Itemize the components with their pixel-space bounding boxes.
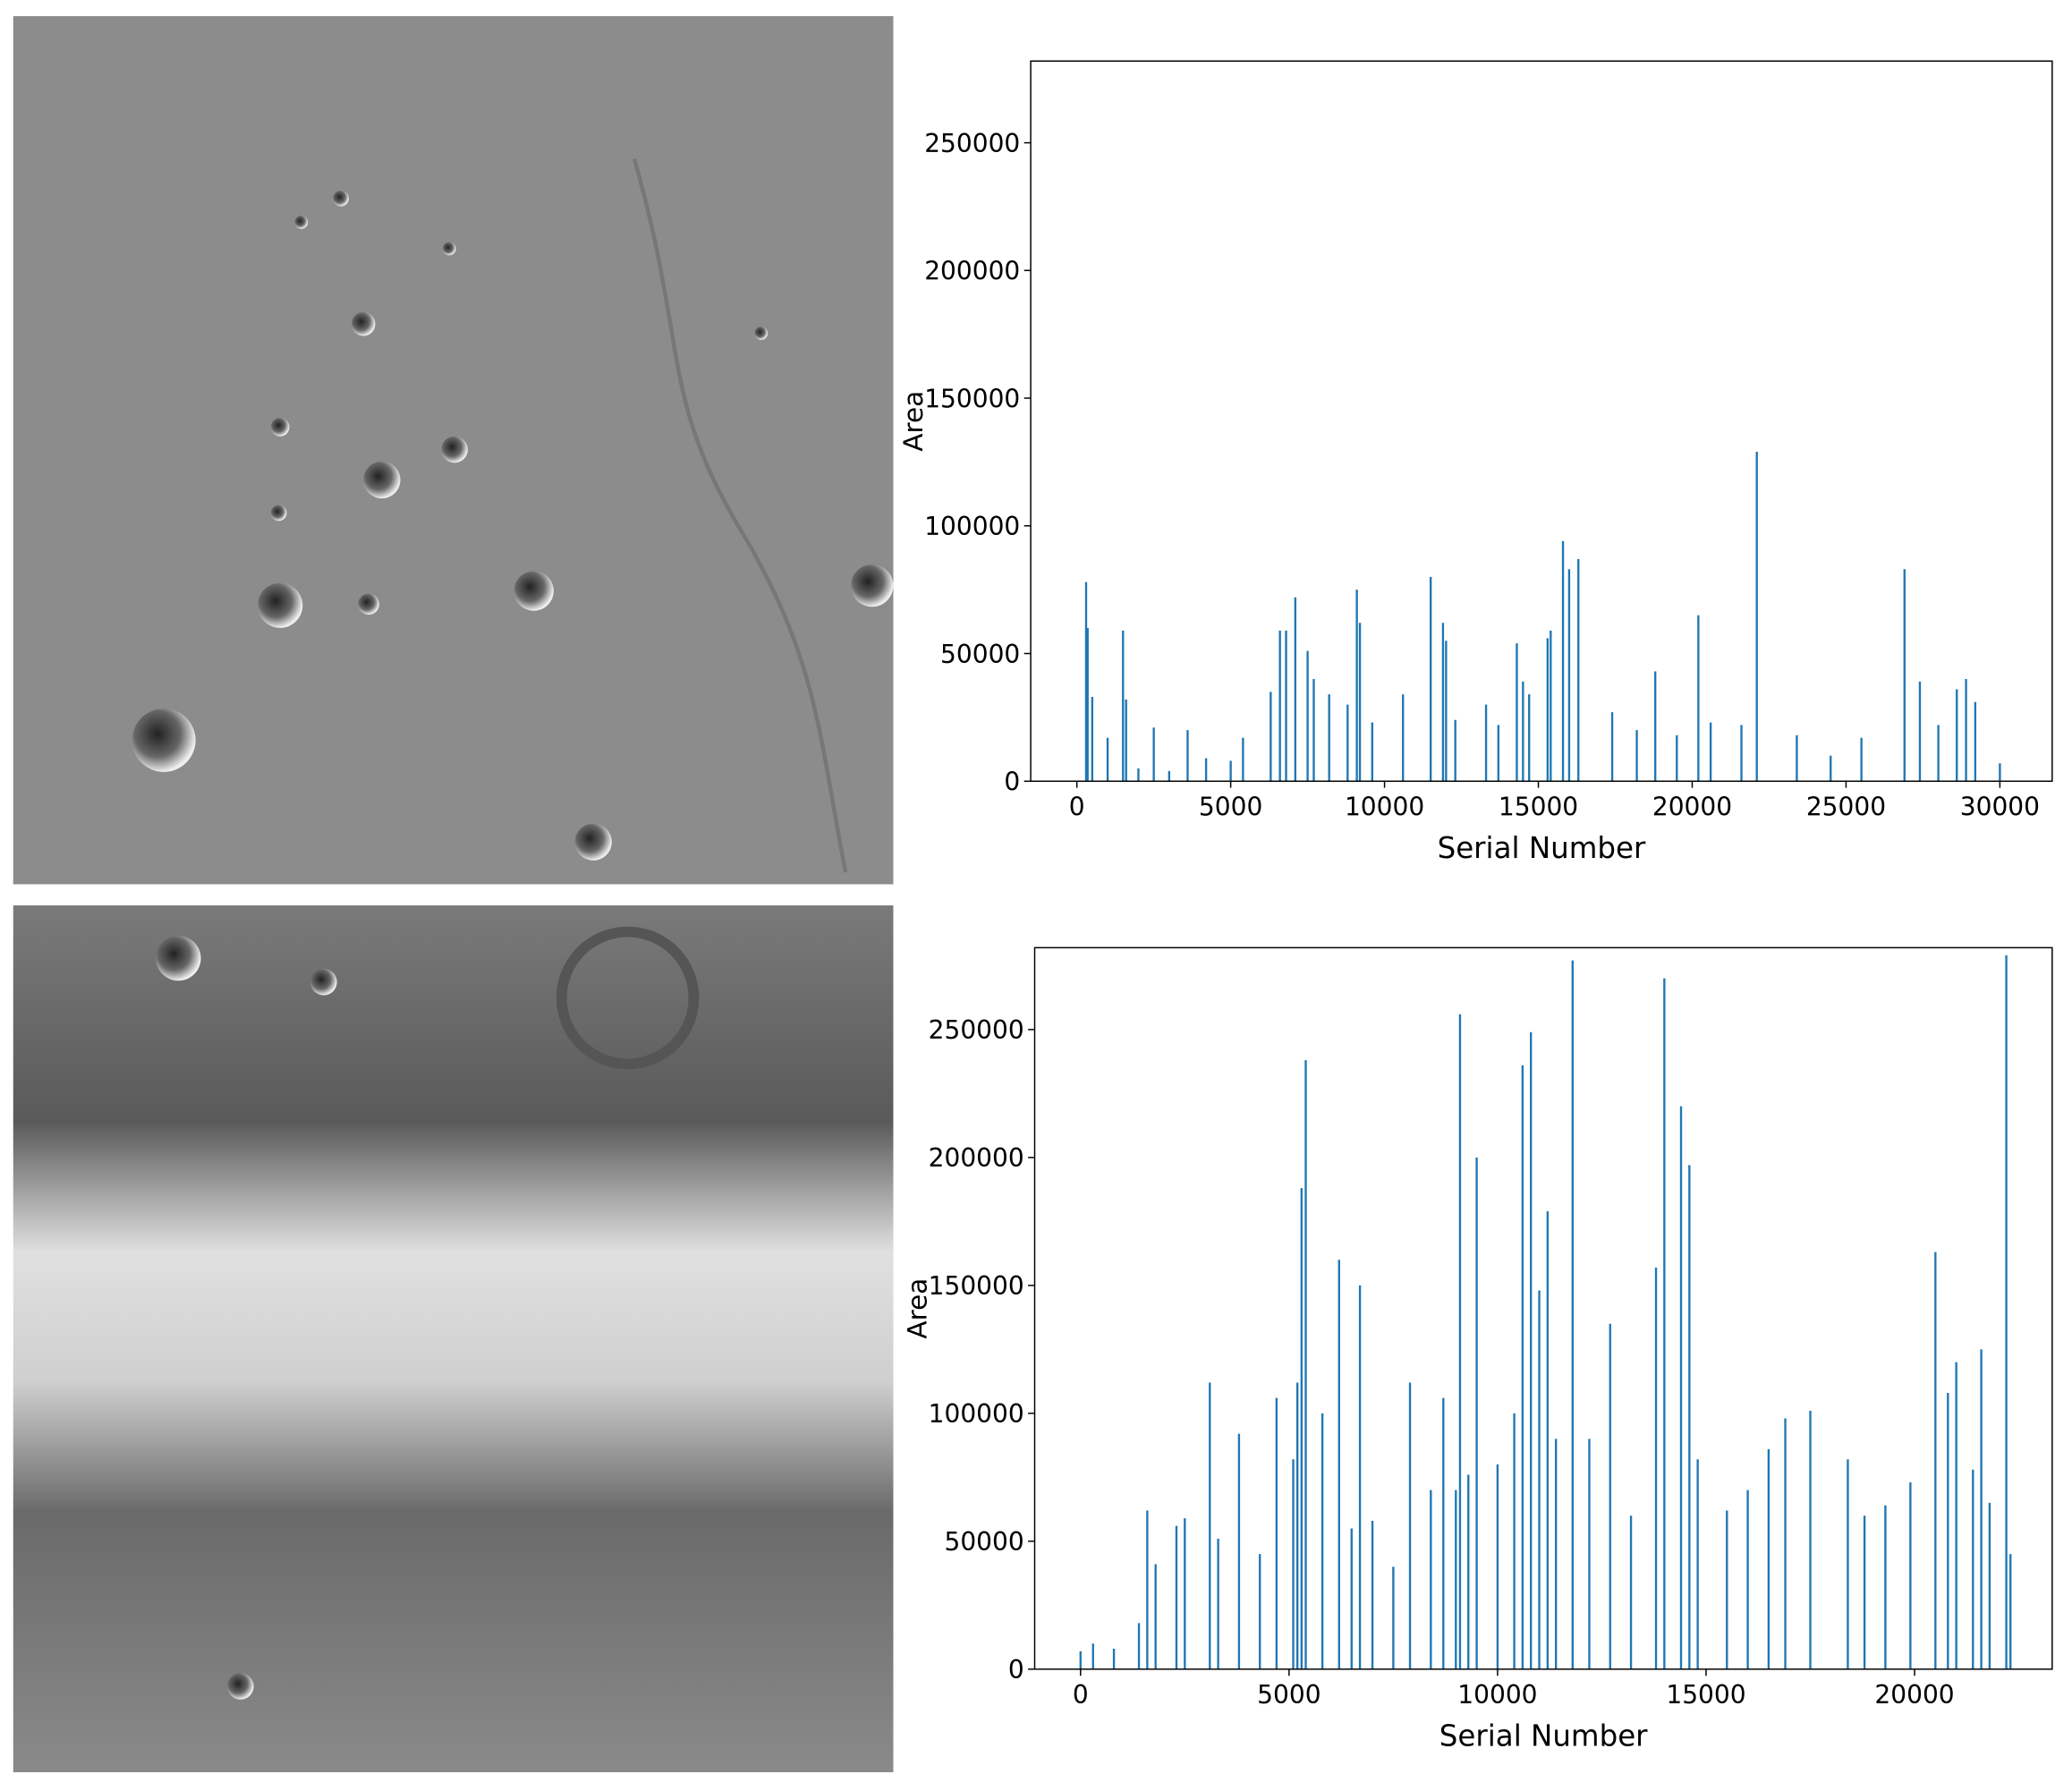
x-tick-label: 30000 [1960, 793, 2040, 822]
y-tick-label: 150000 [929, 1271, 1024, 1301]
x-tick-label: 0 [1073, 1680, 1089, 1710]
y-tick-label: 50000 [944, 1527, 1023, 1557]
y-tick-label: 0 [1008, 1655, 1024, 1685]
x-tick-label: 20000 [1652, 793, 1732, 822]
y-tick-label: 150000 [924, 384, 1020, 413]
y-axis-label: Area [902, 1278, 932, 1339]
y-tick-label: 200000 [924, 257, 1020, 286]
x-tick-label: 5000 [1199, 793, 1262, 822]
x-tick-label: 10000 [1345, 793, 1424, 822]
y-tick-label: 200000 [929, 1143, 1024, 1173]
x-tick-label: 10000 [1457, 1680, 1537, 1710]
y-tick-label: 50000 [940, 640, 1020, 669]
x-tick-label: 15000 [1499, 793, 1578, 822]
axes-frame [1030, 60, 2053, 782]
y-tick-label: 0 [1004, 768, 1020, 797]
y-tick-label: 250000 [929, 1015, 1024, 1045]
x-axis-label: Serial Number [1438, 831, 1646, 865]
x-tick-label: 15000 [1666, 1680, 1745, 1710]
y-axis-label: Area [898, 391, 929, 452]
y-tick-label: 100000 [924, 512, 1020, 541]
surface-image-top [13, 16, 894, 885]
axes-frame [1033, 946, 2053, 1670]
x-tick-label: 25000 [1806, 793, 1886, 822]
x-axis-label: Serial Number [1439, 1719, 1648, 1753]
y-tick-label: 250000 [924, 129, 1020, 158]
y-tick-label: 100000 [929, 1399, 1024, 1429]
surface-image-bottom [13, 905, 894, 1773]
x-tick-label: 5000 [1257, 1680, 1320, 1710]
x-tick-label: 20000 [1874, 1680, 1954, 1710]
x-tick-label: 0 [1069, 793, 1085, 822]
